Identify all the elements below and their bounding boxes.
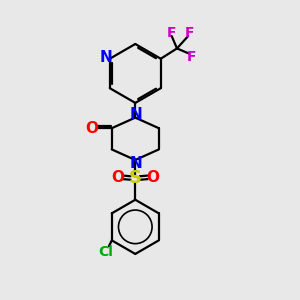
Text: F: F — [187, 50, 196, 64]
Text: F: F — [185, 26, 194, 40]
Text: F: F — [167, 26, 176, 40]
Text: O: O — [147, 170, 160, 185]
Text: N: N — [130, 106, 142, 122]
Text: O: O — [85, 121, 98, 136]
Text: Cl: Cl — [98, 244, 113, 259]
Text: O: O — [111, 170, 124, 185]
Text: N: N — [100, 50, 112, 65]
Text: N: N — [130, 156, 142, 171]
Text: S: S — [129, 169, 142, 187]
